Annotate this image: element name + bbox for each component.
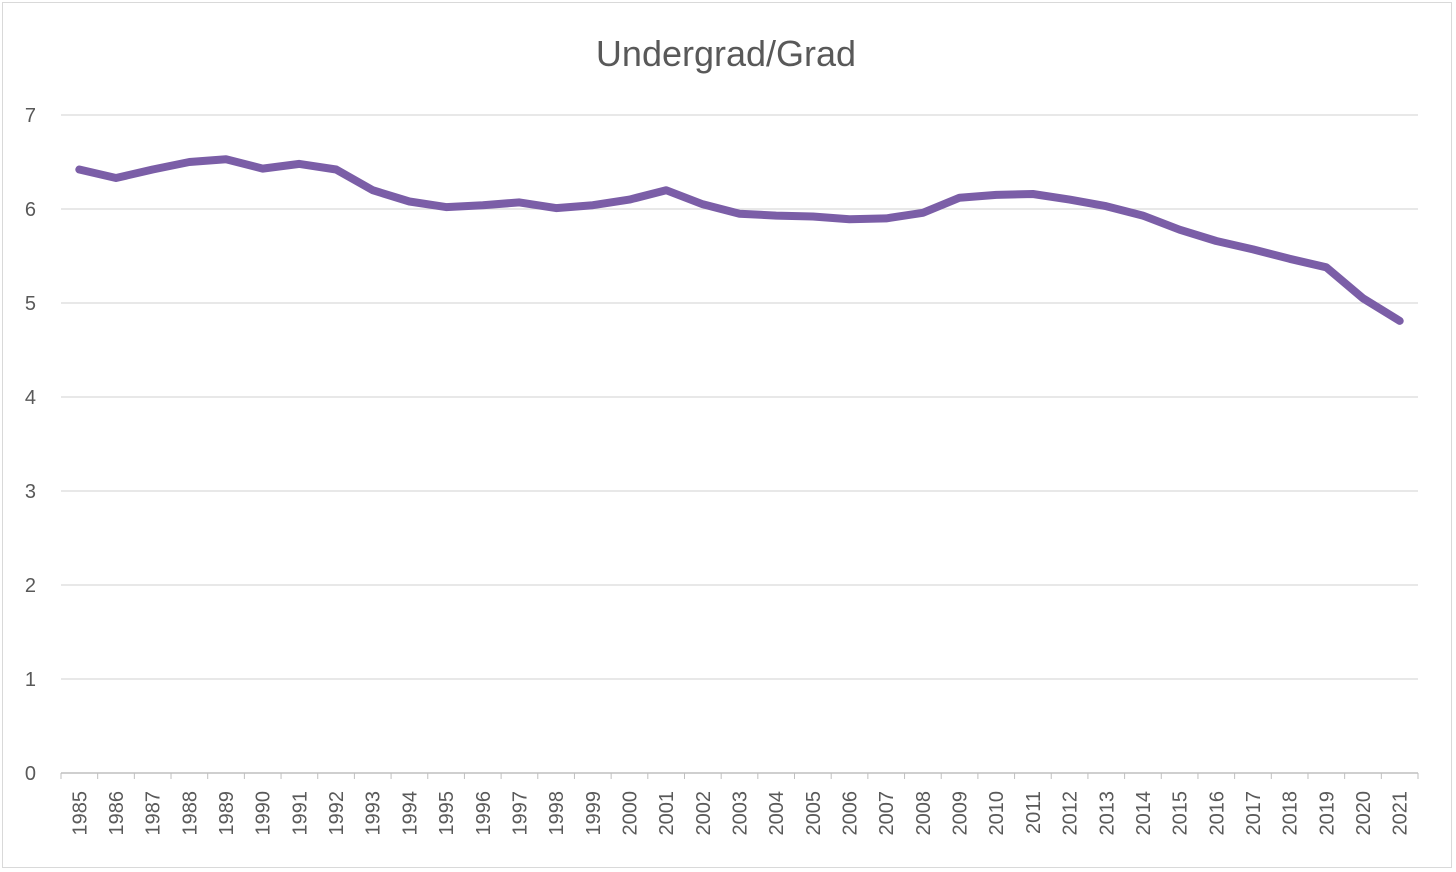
data-point [262, 168, 264, 170]
x-tick-label: 1993 [363, 791, 385, 836]
data-point [225, 158, 227, 160]
data-point [922, 212, 924, 214]
data-point [335, 169, 337, 171]
x-tick-label: 2008 [913, 791, 935, 836]
x-tick-label: 2003 [730, 791, 752, 836]
data-point [1069, 199, 1071, 201]
data-point [885, 217, 887, 219]
x-tick-label: 2015 [1170, 791, 1192, 836]
data-point [702, 203, 704, 205]
x-tick-label: 1989 [216, 791, 238, 836]
data-point [408, 200, 410, 202]
x-tick-label: 1987 [143, 791, 165, 836]
data-point [849, 218, 851, 220]
x-tick-label: 2017 [1243, 791, 1265, 836]
data-point [1215, 240, 1217, 242]
x-tick-label: 1998 [546, 791, 568, 836]
x-tick-label: 1997 [509, 791, 531, 836]
data-point [959, 197, 961, 199]
x-tick-label: 2019 [1316, 791, 1338, 836]
data-point [1399, 320, 1401, 322]
x-tick-label: 1988 [179, 791, 201, 836]
data-point [1032, 193, 1034, 195]
x-tick-label: 2004 [766, 791, 788, 836]
y-tick-label: 0 [25, 763, 36, 785]
data-point [1252, 248, 1254, 250]
data-point [298, 163, 300, 165]
y-axis-tick-labels: 0 1 2 3 4 5 6 7 [25, 105, 36, 785]
x-tick-label: 1991 [289, 791, 311, 836]
data-point [115, 177, 117, 179]
data-point [812, 216, 814, 218]
data-point [1362, 297, 1364, 299]
x-tick-label: 2001 [656, 791, 678, 836]
x-tick-label: 2012 [1060, 791, 1082, 836]
y-tick-label: 7 [25, 105, 36, 127]
data-point [1289, 258, 1291, 260]
x-tick-label: 1995 [436, 791, 458, 836]
y-tick-label: 2 [25, 575, 36, 597]
gridlines [60, 114, 1419, 779]
x-tick-label: 2021 [1390, 791, 1412, 836]
x-tick-label: 1992 [326, 791, 348, 836]
x-tick-label: 1990 [253, 791, 275, 836]
x-tick-label: 1994 [399, 791, 421, 836]
x-tick-label: 2005 [803, 791, 825, 836]
data-point [78, 169, 80, 171]
data-point [372, 189, 374, 191]
y-tick-label: 4 [25, 387, 36, 409]
data-point [628, 199, 630, 201]
x-tick-label: 2014 [1133, 791, 1155, 836]
data-point [1105, 205, 1107, 207]
y-tick-label: 5 [25, 293, 36, 315]
data-point [482, 204, 484, 206]
x-tick-label: 2007 [876, 791, 898, 836]
data-point [592, 204, 594, 206]
data-point [1142, 215, 1144, 217]
x-axis-tick-labels: 1985 1986 1987 1988 1989 1990 1991 1992 1993 1994… [69, 791, 1411, 836]
data-point [739, 213, 740, 215]
x-tick-label: 2018 [1280, 791, 1302, 836]
data-point [1179, 229, 1181, 231]
x-tick-label: 1999 [583, 791, 605, 836]
series-line [75, 155, 1404, 325]
series-layer [75, 155, 1404, 325]
data-point [518, 201, 520, 203]
data-point [665, 189, 667, 191]
x-tick-label: 2010 [986, 791, 1008, 836]
x-tick-label: 1985 [69, 791, 91, 836]
data-point [775, 215, 777, 217]
x-tick-label: 2000 [619, 791, 641, 836]
data-point [445, 206, 447, 208]
data-point [152, 169, 154, 171]
chart-title: Undergrad/Grad [596, 33, 856, 74]
x-tick-label: 2006 [840, 791, 862, 836]
data-point [188, 161, 190, 163]
y-tick-label: 1 [25, 669, 36, 691]
y-tick-label: 3 [25, 481, 36, 503]
y-tick-label: 6 [25, 199, 36, 221]
x-tick-label: 2016 [1206, 791, 1228, 836]
x-tick-label: 2020 [1353, 791, 1375, 836]
x-tick-label: 2011 [1023, 791, 1045, 834]
x-tick-label: 2013 [1096, 791, 1118, 836]
x-tick-label: 2009 [950, 791, 972, 836]
data-point [555, 207, 557, 209]
x-tick-label: 2002 [693, 791, 715, 836]
data-point [995, 194, 997, 196]
x-tick-label: 1996 [473, 791, 495, 836]
data-point [1325, 266, 1327, 268]
x-tick-label: 1986 [106, 791, 128, 836]
